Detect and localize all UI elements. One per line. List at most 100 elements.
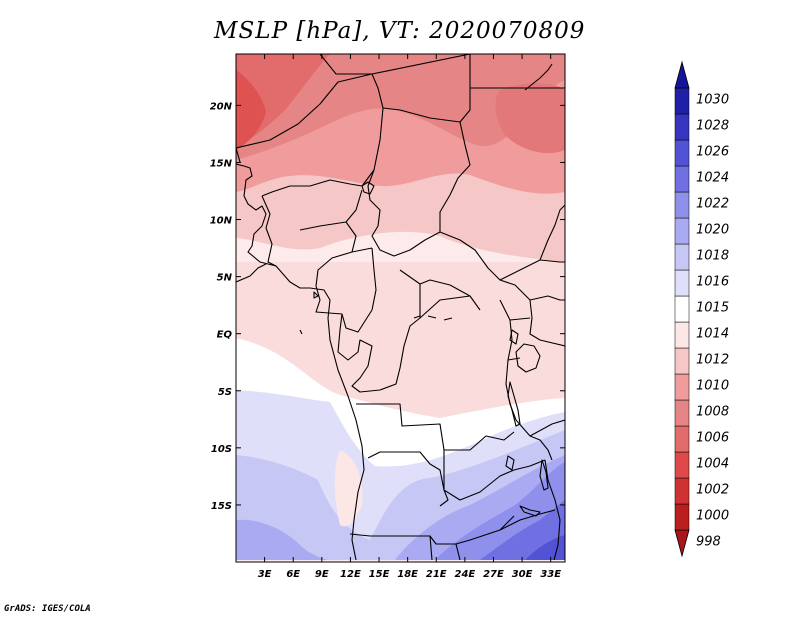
grads-credit: GrADS: IGES/COLA [4,604,91,614]
y-tick-label: EQ [217,330,233,341]
y-tick-label: 15N [210,158,233,169]
colorbar-label: 1016 [696,275,729,290]
lake-albert [509,329,519,345]
border-zambia [443,450,546,501]
x-tick-label: 12E [340,569,361,580]
colorbar-label: 1000 [696,509,729,524]
x-tick-label: 27E [483,569,504,580]
colorbar-swatch [674,425,690,453]
x-tick-label: 3E [258,569,272,580]
colorbar-label: 1006 [696,431,729,446]
contour-1008-east [495,83,565,154]
lake-victoria [515,343,541,373]
colorbar-label: 1014 [696,327,729,342]
border-namibia [349,515,515,545]
border-chad-south [367,169,441,257]
border-nigeria-east [299,189,363,287]
pressure-field [236,54,565,562]
congo-river [413,315,453,321]
y-tick-label: 20N [210,101,233,112]
sao-tome [299,329,303,335]
x-tick-label: 9E [315,569,329,580]
border-botswana [429,535,461,561]
lake-mweru [505,455,515,471]
colorbar-label: 998 [696,535,721,550]
colorbar-swatch [674,139,690,167]
contour-1012-central [236,262,565,418]
x-tick-label: 6E [286,569,300,580]
border-nigeria [261,195,277,267]
colorbar-swatch [674,477,690,505]
border-mozambique [544,459,561,561]
border-ethiopia [499,204,565,281]
colorbar-label: 1028 [696,119,729,134]
y-tick-label: 5N [217,273,233,284]
colorbar-label: 1012 [696,353,729,368]
y-tick-label: 10S [211,444,232,455]
lake-malawi [539,459,549,491]
colorbar-label: 1026 [696,145,729,160]
colorbar-label: 1002 [696,483,729,498]
colorbar-label: 1008 [696,405,729,420]
lake-kariba [519,505,541,517]
y-axis: 20N 15N 10N 5N EQ 5S 10S 15S [210,101,565,512]
contour-1026 [525,535,565,560]
x-tick-label: 24E [454,569,475,580]
border-mali-niger [236,147,241,163]
border-drc-north [419,284,471,319]
border-chad [382,107,461,123]
colorbar-swatch [674,503,690,531]
title-text: MSLP [hPa], VT: 2020070809 [214,18,586,44]
colorbar: 998 1000 1002 1004 1006 1008 1010 1012 1014 1015 1… [674,60,729,558]
colorbar-swatch [674,60,690,89]
colorbar-swatch [674,373,690,401]
lake-chad [361,181,375,195]
border-zimbabwe [499,509,556,531]
colorbar-swatch [674,451,690,479]
bioko-island [313,291,319,299]
colorbar-swatch [674,165,690,193]
colorbar-swatch [674,269,690,297]
map-frame [235,53,566,563]
colorbar-label: 1024 [696,171,729,186]
colorbar-swatch [674,399,690,427]
border-gabon-congo [337,313,421,393]
colorbar-swatch [674,321,690,349]
colorbar-label: 1004 [696,457,729,472]
lake-tanganyika [507,381,521,427]
colorbar-swatch [674,217,690,245]
border-car [351,247,481,311]
colorbar-swatch [674,529,690,558]
x-axis: 3E 6E 9E 12E 15E 18E 21E 24E 27E 30E 33E [258,54,561,580]
x-tick-label: 18E [397,569,418,580]
colorbar-swatch [674,87,690,115]
x-tick-label: 21E [426,569,447,580]
west-coastline [236,163,365,561]
y-tick-label: 15S [211,501,232,512]
contour-1004 [236,70,266,150]
colorbar-swatch [674,113,690,141]
x-tick-label: 30E [512,569,533,580]
border-north-3 [236,73,384,197]
border-tanzania [529,419,565,461]
border-drc-south [356,403,515,451]
colorbar-label: 1015 [696,301,729,316]
contour-1020 [236,519,330,560]
colorbar-swatch [674,243,690,271]
y-tick-label: 10N [210,216,233,227]
x-tick-label: 15E [369,569,390,580]
border-sudan-south [439,231,565,301]
border-angola-south [367,451,449,507]
colorbar-swatch [674,191,690,219]
border-kenya [529,299,565,347]
y-tick-label: 5S [218,387,232,398]
gulf-of-guinea-coast [236,263,267,283]
colorbar-label: 1030 [696,93,729,108]
colorbar-swatch [674,295,690,323]
contour-1008 [236,54,565,160]
border-drc-east [499,299,531,437]
colorbar-swatch [674,347,690,375]
colorbar-label: 1010 [696,379,729,394]
colorbar-label: 1020 [696,223,729,238]
